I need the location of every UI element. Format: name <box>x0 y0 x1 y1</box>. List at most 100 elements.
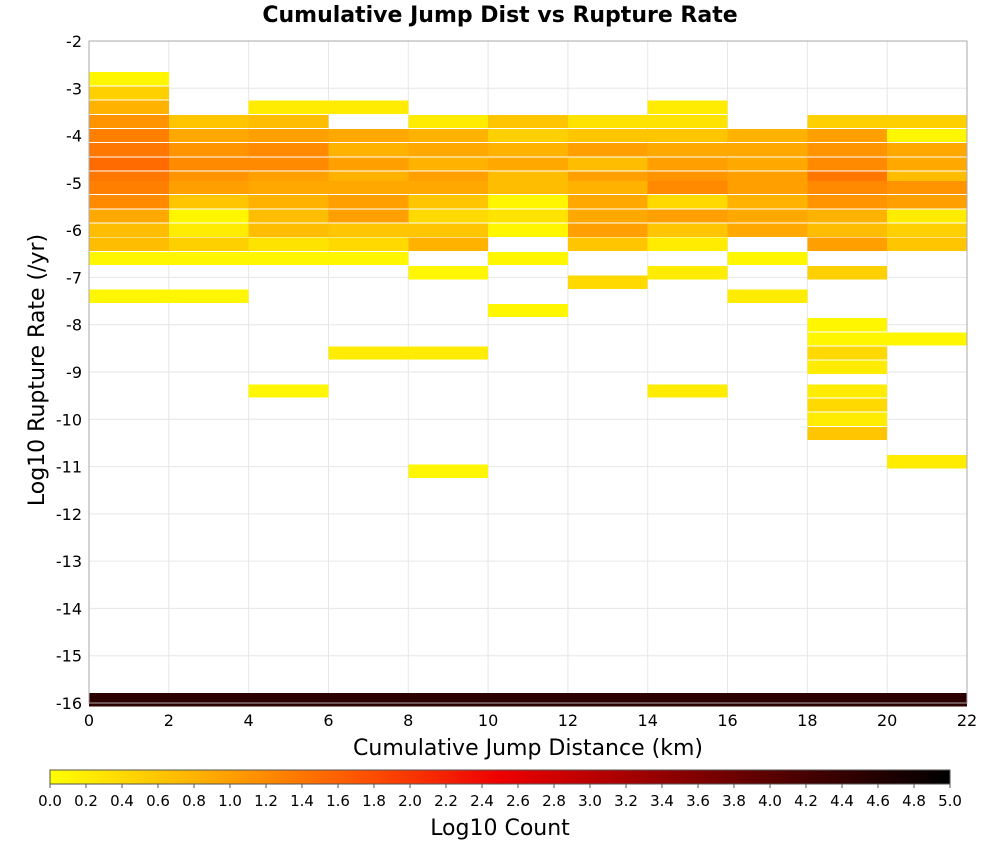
chart-title: Cumulative Jump Dist vs Rupture Rate <box>262 3 737 28</box>
heatmap-bin <box>567 114 648 129</box>
heatmap-bin <box>328 209 409 223</box>
heatmap-bin <box>408 143 489 157</box>
y-tick-label: -6 <box>66 221 82 240</box>
heatmap-bin <box>89 143 169 157</box>
heatmap-bin <box>807 346 888 360</box>
heatmap-bin <box>807 266 888 280</box>
heatmap-bin <box>807 332 888 346</box>
heatmap-bin <box>89 251 169 266</box>
heatmap-bin <box>168 223 249 237</box>
x-tick-label: 14 <box>638 711 658 730</box>
heatmap-bin <box>89 86 169 100</box>
heatmap-bin <box>328 223 409 237</box>
heatmap-bin <box>89 209 169 223</box>
heatmap-bin <box>807 195 888 209</box>
heatmap-bin <box>887 223 967 237</box>
colorbar-ticks: 0.0 0.2 0.4 0.6 0.8 1.0 1.2 1.4 1.6 1.8 2.0 2.2 2.4 2… <box>38 784 962 810</box>
heatmap-bin <box>248 384 329 398</box>
heatmap-bin <box>89 693 169 707</box>
heatmap-bin <box>168 195 249 209</box>
heatmap-bin <box>807 223 888 237</box>
heatmap-bin <box>328 157 409 171</box>
heatmap-bin <box>488 128 568 143</box>
colorbar-tick-label: 2.8 <box>542 792 566 810</box>
heatmap-bin <box>248 251 329 266</box>
heatmap-bin <box>488 195 568 209</box>
heatmap-bin <box>89 180 169 195</box>
heatmap-bin <box>727 289 808 303</box>
colorbar-tick-label: 2.6 <box>506 792 530 810</box>
x-tick-label: 10 <box>478 711 498 730</box>
colorbar-tick-label: 3.6 <box>686 792 710 810</box>
colorbar-tick-label: 0.4 <box>110 792 134 810</box>
y-tick-label: -14 <box>56 599 82 618</box>
heatmap-bin <box>248 693 329 707</box>
heatmap-bin <box>567 237 648 251</box>
colorbar-tick-label: 1.2 <box>254 792 278 810</box>
x-tick-label: 4 <box>244 711 254 730</box>
heatmap-bin <box>567 209 648 223</box>
heatmap-bin <box>727 693 808 707</box>
colorbar-tick-label: 2.0 <box>398 792 422 810</box>
y-tick-label: -13 <box>56 552 82 571</box>
heatmap-bin <box>567 195 648 209</box>
heatmap-bin <box>248 209 329 223</box>
heatmap-bin <box>647 266 728 280</box>
heatmap-bin <box>727 180 808 195</box>
heatmap-bin <box>408 693 489 707</box>
heatmap-bin <box>887 195 967 209</box>
colorbar-tick-label: 3.8 <box>722 792 746 810</box>
heatmap-bin <box>408 237 489 251</box>
heatmap-bin <box>408 209 489 223</box>
x-tick-label: 16 <box>717 711 737 730</box>
heatmap-bin <box>887 693 967 707</box>
heatmap-bin <box>488 209 568 223</box>
heatmap-bin <box>807 318 888 332</box>
heatmap-bin <box>328 251 409 266</box>
heatmap-bin <box>89 195 169 209</box>
heatmap-bin <box>727 157 808 171</box>
heatmap-bin <box>647 157 728 171</box>
heatmap-bin <box>168 209 249 223</box>
heatmap-bin <box>887 143 967 157</box>
heatmap-bin <box>89 114 169 129</box>
heatmap-bin <box>248 180 329 195</box>
heatmap-bin <box>567 128 648 143</box>
heatmap-bin <box>408 157 489 171</box>
heatmap-bin <box>248 100 329 114</box>
colorbar-tick-label: 3.4 <box>650 792 674 810</box>
colorbar-tick-label: 5.0 <box>938 792 962 810</box>
heatmap-bin <box>89 72 169 86</box>
colorbar-tick-label: 2.4 <box>470 792 494 810</box>
colorbar-tick-label: 4.6 <box>866 792 890 810</box>
heatmap-bin <box>89 100 169 114</box>
heatmap-bin <box>89 157 169 171</box>
y-tick-label: -10 <box>56 410 82 429</box>
heatmap-bin <box>647 114 728 129</box>
heatmap-bin <box>807 143 888 157</box>
heatmap-bin <box>89 289 169 303</box>
y-tick-label: -16 <box>56 694 82 713</box>
colorbar-tick-label: 2.2 <box>434 792 458 810</box>
heatmap-bin <box>807 426 888 441</box>
heatmap-bin <box>567 223 648 237</box>
y-tick-label: -4 <box>66 127 82 146</box>
heatmap-bin <box>408 464 489 478</box>
heatmap-bin <box>328 128 409 143</box>
heatmap-bin <box>727 128 808 143</box>
heatmap-bin <box>887 332 967 346</box>
heatmap-bin <box>567 157 648 171</box>
colorbar-tick-label: 1.0 <box>218 792 242 810</box>
x-tick-label: 6 <box>323 711 333 730</box>
x-tick-label: 0 <box>84 711 94 730</box>
colorbar-tick-label: 4.4 <box>830 792 854 810</box>
heatmap-bin <box>727 223 808 237</box>
x-axis-ticks: 0 2 4 6 8 10 12 14 16 18 20 22 <box>84 711 977 730</box>
heatmap-bin <box>647 693 728 707</box>
heatmap-bin <box>887 128 967 143</box>
heatmap-bin <box>887 114 967 129</box>
y-axis-ticks: -2 -3 -4 -5 -6 -7 -8 -9 -10 -11 -12 -13 -14 -15 -16 <box>56 32 82 713</box>
heatmap-bin <box>89 223 169 237</box>
heatmap-bin <box>647 180 728 195</box>
heatmap-bin <box>488 180 568 195</box>
